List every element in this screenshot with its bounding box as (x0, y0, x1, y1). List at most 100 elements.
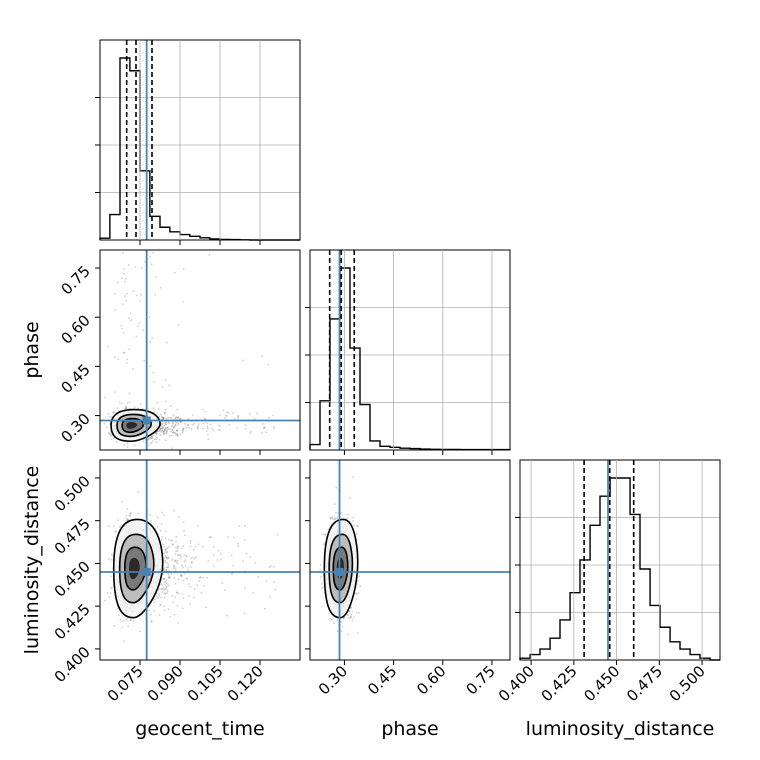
sample-point (320, 583, 323, 585)
sample-point (150, 619, 153, 622)
sample-point (237, 545, 240, 547)
sample-point (358, 612, 360, 614)
sample-point (117, 519, 119, 521)
sample-point (177, 324, 180, 326)
sample-point (221, 582, 224, 584)
sample-point (165, 421, 168, 424)
sample-point (178, 516, 180, 518)
sample-point (231, 572, 234, 575)
sample-point (153, 411, 156, 414)
sample-point (243, 539, 246, 542)
sample-point (122, 303, 124, 306)
sample-point (168, 421, 171, 424)
sample-point (177, 416, 180, 419)
sample-point (158, 415, 161, 417)
sample-point (167, 539, 170, 541)
sample-point (171, 447, 173, 450)
sample-point (170, 430, 173, 433)
sample-point (182, 521, 185, 523)
sample-point (268, 566, 271, 568)
sample-point (171, 421, 174, 424)
sample-point (154, 598, 157, 601)
sample-point (358, 575, 361, 578)
sample-point (349, 606, 352, 609)
sample-point (195, 556, 198, 559)
sample-point (128, 514, 131, 517)
sample-point (117, 409, 120, 412)
sample-point (134, 266, 137, 268)
sample-point (180, 555, 183, 558)
sample-point (185, 555, 188, 558)
x-tick-label: 0.60 (413, 662, 449, 698)
sample-point (181, 429, 184, 432)
sample-point (351, 611, 354, 613)
sample-point (166, 566, 169, 569)
sample-point (321, 533, 324, 536)
sample-point (163, 567, 165, 570)
sample-point (175, 591, 178, 594)
sample-point (151, 436, 154, 439)
sample-point (164, 537, 167, 540)
sample-point (175, 416, 178, 419)
sample-point (166, 557, 169, 560)
sample-point (189, 540, 192, 543)
sample-point (124, 295, 126, 298)
sample-point (203, 584, 206, 587)
sample-point (163, 605, 166, 608)
sample-point (352, 616, 355, 619)
panel-frame (309, 249, 511, 451)
sample-point (153, 438, 156, 441)
sample-point (167, 428, 170, 431)
sample-point (183, 530, 186, 532)
sample-point (148, 316, 151, 318)
sample-point (160, 427, 162, 430)
sample-point (207, 560, 210, 562)
sample-point (356, 632, 359, 634)
sample-point (150, 263, 153, 266)
sample-point (200, 591, 203, 594)
sample-point (216, 559, 219, 561)
grid (139, 40, 261, 240)
sample-point (190, 566, 193, 568)
sample-point (166, 590, 169, 592)
sample-point (173, 564, 176, 567)
sample-point (126, 617, 128, 620)
sample-point (230, 554, 233, 557)
panel-frame (99, 39, 301, 241)
sample-point (133, 444, 136, 446)
sample-point (164, 561, 167, 564)
sample-point (124, 407, 127, 410)
sample-point (150, 441, 153, 444)
sample-point (170, 573, 173, 575)
sample-point (197, 543, 200, 546)
sample-point (171, 543, 174, 546)
sample-point (356, 524, 358, 527)
sample-point (163, 581, 166, 584)
sample-point (125, 514, 127, 517)
sample-point (126, 519, 129, 521)
sample-point (329, 517, 331, 519)
sample-point (355, 598, 358, 601)
sample-point (173, 431, 176, 434)
sample-point (329, 618, 332, 620)
sample-point (177, 423, 180, 426)
sample-point (163, 433, 166, 436)
sample-point (116, 407, 119, 409)
sample-point (114, 356, 117, 359)
sample-point (350, 607, 353, 609)
sample-point (187, 424, 189, 426)
sample-point (165, 568, 168, 571)
sample-point (108, 432, 110, 434)
sample-point (158, 430, 161, 433)
sample-point (165, 579, 168, 582)
sample-point (129, 513, 132, 516)
x-tick-label: 0.120 (224, 662, 267, 705)
sample-point (233, 536, 235, 539)
sample-point (206, 427, 209, 430)
sample-point (182, 428, 185, 430)
sample-point (173, 576, 176, 579)
sample-point (137, 325, 140, 327)
sample-point (166, 562, 169, 564)
sample-point (153, 601, 156, 604)
x-tick-label: 0.45 (364, 662, 400, 698)
